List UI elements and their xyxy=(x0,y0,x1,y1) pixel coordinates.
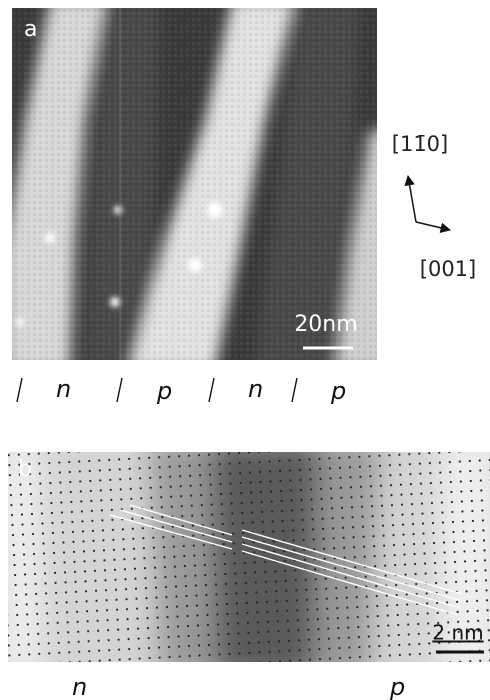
direction-indicator: [11̄0] [001] xyxy=(392,132,476,281)
figure: a 20nm [11̄0] [001] n p n p xyxy=(0,0,490,700)
scale-bar-label: 20nm xyxy=(294,312,357,337)
side-label: n xyxy=(72,673,87,700)
stm-image-b: b 2 nm xyxy=(0,440,490,680)
domain-label: n xyxy=(56,375,71,403)
panel-label: b xyxy=(18,457,32,482)
direction-label: [001] xyxy=(420,257,476,281)
scale-bar-label: 2 nm xyxy=(432,621,483,645)
figure-page: a 20nm [11̄0] [001] n p n p xyxy=(0,0,490,700)
panel-label: a xyxy=(24,17,37,42)
stm-image-a: a 20nm xyxy=(5,0,390,370)
domain-label: n xyxy=(248,375,263,403)
domain-label: p xyxy=(330,377,346,405)
domain-label: p xyxy=(156,377,172,405)
side-label: p xyxy=(389,673,405,700)
direction-label: [11̄0] xyxy=(392,132,448,156)
